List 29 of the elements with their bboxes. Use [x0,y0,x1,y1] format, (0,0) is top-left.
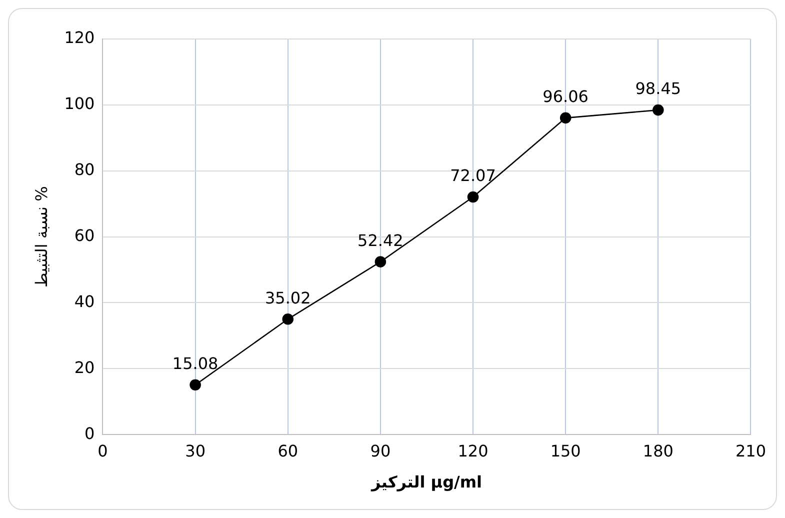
point [190,379,201,391]
y-tick-label: 20 [74,358,95,377]
data-label: 35.02 [264,288,311,308]
y-tick-label: 0 [84,424,95,443]
data-label: 96.06 [542,87,588,106]
data-label: 98.45 [635,79,682,98]
point [374,256,386,268]
data-label: 15.08 [172,354,218,374]
data-label: 52.42 [358,230,404,250]
x-tick-label: 120 [458,441,488,460]
y-tick-label: 60 [74,226,95,245]
point [652,104,664,116]
x-axis-title: التركيز µg/ml [370,472,482,492]
x-tick-label: 60 [278,441,298,460]
y-tick-label: 120 [64,28,95,48]
x-tick-label: 0 [98,441,108,460]
y-axis-title: نسبة التثبيط % [32,186,51,288]
x-tick-label: 210 [735,441,766,460]
x-tick-label: 90 [370,441,391,460]
data-label: 72.07 [450,166,496,186]
x-tick-label: 150 [550,441,581,460]
x-tick-label: 30 [185,441,206,460]
point [282,314,294,325]
y-tick-label: 40 [74,292,95,311]
y-tick-label: 100 [64,94,95,114]
y-tick-label: 80 [74,160,95,180]
point [467,191,479,203]
point [560,112,572,124]
x-tick-label: 180 [642,441,674,460]
